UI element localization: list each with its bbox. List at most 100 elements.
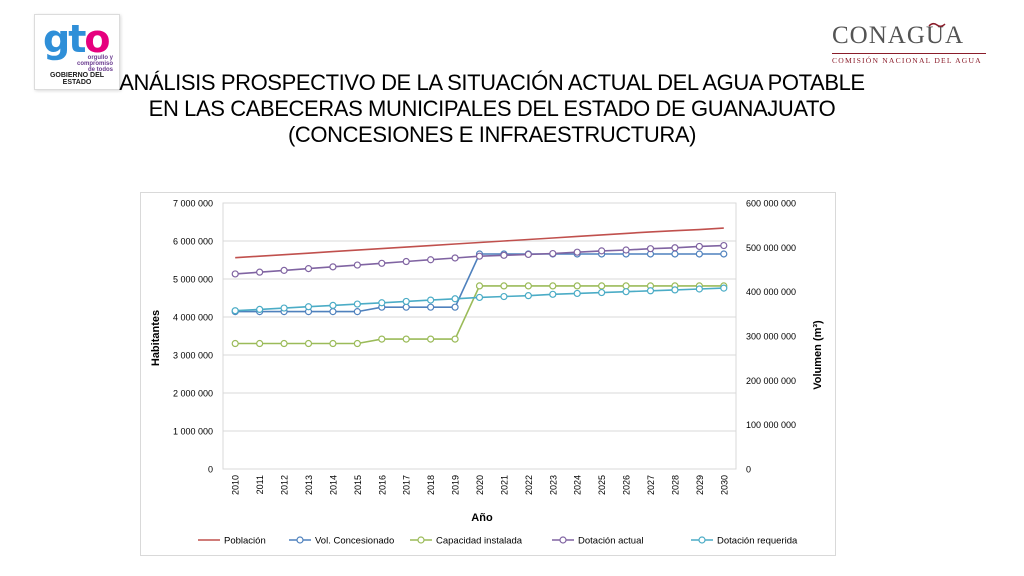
y2-tick-label: 400 000 000 [746,287,796,297]
series-point-capacidad-instalada [280,339,288,348]
series-point-dotacion-actual [280,266,288,274]
series-point-dotacion-requerida [353,300,361,308]
series-point-vol-concesionado [427,303,435,311]
legend-label-vol-concesionado: Vol. Concesionado [315,536,394,547]
x-tick-label: 2021 [499,475,509,495]
x-tick-label: 2030 [719,475,729,495]
series-point-dotacion-requerida [402,297,410,306]
series-point-capacidad-instalada [427,335,435,343]
series-point-capacidad-instalada [231,339,239,348]
series-point-dotacion-actual [353,261,361,269]
series-point-vol-concesionado [695,250,703,258]
series-point-dotacion-requerida [231,307,239,315]
y2-tick-label: 0 [746,465,751,475]
series-point-dotacion-actual [524,250,532,259]
series-point-dotacion-requerida [427,296,435,304]
series-point-capacidad-instalada [500,282,508,290]
y-tick-label: 6 000 000 [173,237,213,247]
series-point-dotacion-requerida [622,288,630,296]
series-point-capacidad-instalada [475,282,484,290]
y-axis-title: Habitantes [150,310,162,366]
y2-tick-label: 600 000 000 [746,199,796,209]
series-point-dotacion-requerida [720,284,728,292]
chart-frame: 0 1 000 000 2 000 000 3 000 000 4 000 000 5 0… [140,192,836,556]
series-point-capacidad-instalada [622,282,630,290]
series-point-dotacion-requerida [671,286,679,294]
x-tick-label: 2020 [475,475,485,495]
series-point-vol-concesionado [671,250,679,258]
series-point-dotacion-requerida [451,295,459,303]
page-title-line-2: EN LAS CABECERAS MUNICIPALES DEL ESTADO … [148,96,836,121]
series-point-dotacion-requerida [524,292,532,300]
series-point-capacidad-instalada [329,339,337,348]
x-tick-label: 2018 [426,475,436,495]
chart-series [231,227,728,348]
x-tick-label: 2025 [597,475,607,495]
series-line-poblacion [235,227,724,259]
series-point-capacidad-instalada [378,335,386,343]
series-point-vol-concesionado [451,303,459,311]
x-tick-label: 2017 [402,475,412,495]
x-tick-label: 2019 [451,475,461,495]
conagua-logo-subtitle: COMISIÓN NACIONAL DEL AGUA [832,56,982,65]
chart-gridlines [222,202,737,470]
x-tick-label: 2022 [524,475,534,495]
y2-axis-title: Volumen (m³) [812,320,824,390]
gto-logo-government: GOBIERNO DEL ESTADO [49,72,105,86]
series-point-dotacion-actual [598,247,606,255]
series-point-capacidad-instalada [524,282,532,290]
legend-marker-dotacion-actual [559,536,567,544]
series-point-vol-concesionado [329,308,337,316]
legend-label-poblacion: Población [224,536,266,547]
y-tick-label: 7 000 000 [173,199,213,209]
series-point-capacidad-instalada [256,339,264,348]
x-tick-label: 2010 [231,475,241,495]
series-point-dotacion-requerida [256,305,264,314]
series-point-capacidad-instalada [451,335,459,343]
conagua-logo-wave-icon [928,22,946,28]
series-point-capacidad-instalada [549,282,557,290]
y2-tick-label: 500 000 000 [746,243,796,253]
chart-legend: Población Vol. Concesionado Capacidad inst… [198,536,798,547]
series-point-capacidad-instalada [598,282,606,290]
series-point-dotacion-actual [231,270,239,278]
series-point-dotacion-actual [646,245,655,253]
series-point-capacidad-instalada [353,339,361,348]
series-point-dotacion-actual [329,263,337,271]
x-axis-title: Año [471,512,493,524]
y-tick-label: 3 000 000 [173,351,213,361]
legend-marker-dotacion-requerida [698,536,706,544]
y-tick-label: 5 000 000 [173,275,213,285]
y-tick-label: 1 000 000 [173,427,213,437]
series-point-dotacion-requerida [329,301,337,310]
series-point-dotacion-actual [500,251,508,259]
x-tick-label: 2026 [622,475,632,495]
y2-tick-label: 200 000 000 [746,376,796,386]
series-point-dotacion-requerida [475,293,484,302]
series-point-dotacion-actual [304,265,313,273]
chart-axes: 0 1 000 000 2 000 000 3 000 000 4 000 000 5 0… [173,199,796,496]
x-tick-label: 2016 [377,475,387,495]
series-point-dotacion-actual [671,244,679,252]
page-title-line-1: ANÁLISIS PROSPECTIVO DE LA SITUACIÓN ACT… [119,70,865,95]
gto-logo: gto orgullo y compromiso de todos GOBIER… [34,14,120,90]
x-tick-label: 2027 [646,475,656,495]
series-point-dotacion-actual [622,246,630,254]
series-point-dotacion-actual [720,241,728,250]
series-point-vol-concesionado [720,250,728,258]
legend-marker-capacidad-instalada [417,536,425,544]
series-point-dotacion-requerida [573,289,581,298]
series-point-vol-concesionado [402,303,410,311]
page-title: ANÁLISIS PROSPECTIVO DE LA SITUACIÓN ACT… [112,70,872,148]
series-point-dotacion-requerida [500,292,508,301]
series-point-dotacion-requerida [549,290,557,298]
x-tick-label: 2011 [255,475,265,494]
legend-label-dotacion-actual: Dotación actual [578,536,643,547]
conagua-logo-rule [832,53,986,54]
series-point-capacidad-instalada [304,339,313,348]
series-point-capacidad-instalada [402,335,410,343]
x-tick-label: 2023 [548,475,558,495]
x-tick-label: 2015 [353,475,363,495]
y2-tick-label: 100 000 000 [746,420,796,430]
line-chart: 0 1 000 000 2 000 000 3 000 000 4 000 000 5 0… [150,199,824,547]
